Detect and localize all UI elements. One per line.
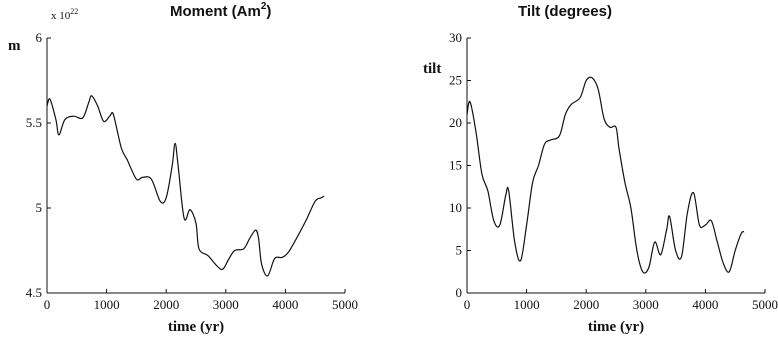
moment-x-tick-label: 4000	[272, 297, 298, 312]
tilt-y-axis-label: tilt	[423, 61, 441, 77]
moment-y-tick-label: 6	[36, 30, 43, 45]
tilt-x-tick-label: 4000	[692, 297, 718, 312]
moment-chart-title: Moment (Am2)	[170, 1, 271, 20]
tilt-x-tick-label: 0	[464, 297, 471, 312]
moment-series-line	[46, 95, 325, 277]
tilt-chart-title: Tilt (degrees)	[518, 3, 612, 20]
tilt-y-tick-label: 30	[449, 30, 462, 45]
moment-y-ticks: 4.5 5 5.5 6	[26, 30, 51, 300]
tilt-x-tick-label: 3000	[633, 297, 659, 312]
moment-y-tick-label: 5.5	[26, 115, 42, 130]
tilt-y-ticks: 0 5 10 15 20 25 30	[449, 30, 471, 300]
tilt-y-tick-label: 15	[449, 158, 462, 173]
tilt-y-tick-label: 25	[449, 73, 462, 88]
moment-x-tick-label: 0	[44, 297, 51, 312]
moment-x-tick-label: 2000	[153, 297, 179, 312]
tilt-chart: Tilt (degrees) tilt 0 1000 2000 3000 4000 500…	[423, 3, 778, 335]
moment-y-tick-label: 5	[36, 200, 43, 215]
tilt-x-axis-label: time (yr)	[588, 319, 644, 335]
moment-y-exponent: x 1022	[51, 7, 78, 22]
tilt-x-tick-label: 2000	[573, 297, 599, 312]
tilt-x-tick-label: 5000	[752, 297, 778, 312]
moment-x-axis-label: time (yr)	[168, 319, 224, 335]
moment-chart: Moment (Am2) m x 1022 0 1000 2000 3000 4000 5…	[8, 1, 358, 335]
tilt-series-line	[466, 76, 745, 274]
moment-x-tick-label: 1000	[94, 297, 120, 312]
tilt-x-tick-label: 1000	[514, 297, 540, 312]
tilt-x-ticks: 0 1000 2000 3000 4000 5000	[464, 289, 778, 312]
moment-x-tick-label: 3000	[213, 297, 239, 312]
moment-y-tick-label: 4.5	[26, 285, 42, 300]
tilt-y-tick-label: 10	[449, 200, 462, 215]
tilt-y-tick-label: 20	[449, 115, 462, 130]
tilt-y-tick-label: 5	[456, 243, 463, 258]
moment-y-axis-label: m	[8, 38, 21, 54]
moment-x-tick-label: 5000	[332, 297, 358, 312]
moment-x-ticks: 0 1000 2000 3000 4000 5000	[44, 289, 358, 312]
tilt-y-tick-label: 0	[456, 285, 463, 300]
